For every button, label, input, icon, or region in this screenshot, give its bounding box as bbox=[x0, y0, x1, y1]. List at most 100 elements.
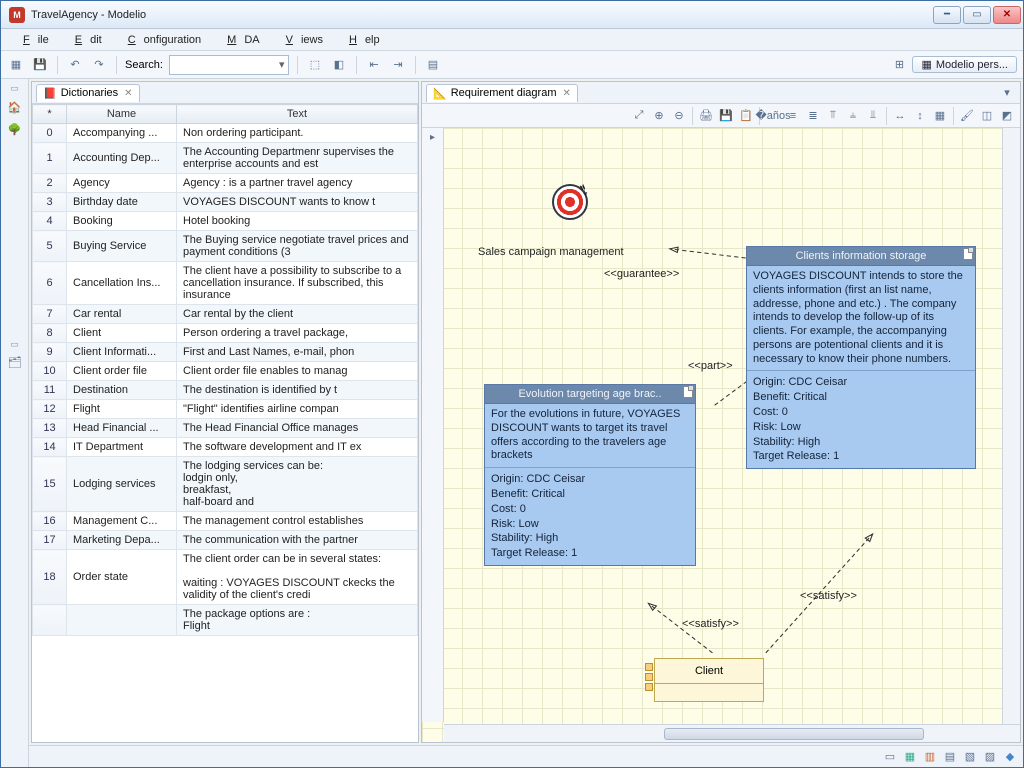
workbench-body: ▭ 🏠 🌳 ▭ 🗂 📕 Dictionaries ✕ bbox=[1, 79, 1023, 767]
edge-label-part: <<part>> bbox=[688, 360, 733, 372]
tool-icon-1[interactable]: ⬚ bbox=[306, 56, 324, 74]
table-row[interactable]: 12Flight"Flight" identifies airline comp… bbox=[33, 400, 418, 419]
dist-h-icon[interactable]: ↔ bbox=[891, 107, 909, 125]
new-icon[interactable]: ▦ bbox=[7, 56, 25, 74]
table-row[interactable]: 18Order stateThe client order can be in … bbox=[33, 550, 418, 605]
statusbar: ▭ ▦ ▥ ▤ ▧ ▨ ◆ bbox=[29, 745, 1023, 767]
table-row[interactable]: 11DestinationThe destination is identifi… bbox=[33, 381, 418, 400]
goal-icon[interactable] bbox=[552, 184, 588, 220]
table-row[interactable]: 6Cancellation Ins...The client have a po… bbox=[33, 262, 418, 305]
search-input[interactable]: ▾ bbox=[169, 55, 289, 75]
print-icon[interactable]: 🖨 bbox=[697, 107, 715, 125]
more2-icon[interactable]: ◩ bbox=[998, 107, 1016, 125]
sb-icon-4[interactable]: ▤ bbox=[943, 750, 957, 764]
minimize-button[interactable]: ━ bbox=[933, 6, 961, 24]
table-row[interactable]: 2AgencyAgency : is a partner travel agen… bbox=[33, 174, 418, 193]
table-row[interactable]: 8ClientPerson ordering a travel package, bbox=[33, 324, 418, 343]
table-row[interactable]: 14IT DepartmentThe software development … bbox=[33, 438, 418, 457]
sb-icon-3[interactable]: ▥ bbox=[923, 750, 937, 764]
dictionary-table: * Name Text 0Accompanying ...Non orderin… bbox=[32, 104, 418, 636]
grid-icon2[interactable]: ▦ bbox=[931, 107, 949, 125]
more1-icon[interactable]: ◫ bbox=[978, 107, 996, 125]
vscrollbar[interactable] bbox=[1002, 128, 1020, 724]
maximize-button[interactable]: ▭ bbox=[963, 6, 991, 24]
table-row[interactable]: 3Birthday dateVOYAGES DISCOUNT wants to … bbox=[33, 193, 418, 212]
brush-icon[interactable]: 🖌 bbox=[958, 107, 976, 125]
menu-views[interactable]: Views bbox=[270, 32, 331, 48]
align-m-icon[interactable]: ⫨ bbox=[844, 107, 862, 125]
align-r-icon[interactable]: ≣ bbox=[804, 107, 822, 125]
hscrollbar[interactable] bbox=[444, 724, 1020, 742]
tab-requirement-diagram[interactable]: 📐 Requirement diagram ✕ bbox=[426, 84, 578, 102]
save-icon[interactable]: 💾 bbox=[31, 56, 49, 74]
copy-image-icon[interactable]: 📋 bbox=[737, 107, 755, 125]
align-c-icon[interactable]: ≡ bbox=[784, 107, 802, 125]
sb-icon-2[interactable]: ▦ bbox=[903, 750, 917, 764]
align-t-icon[interactable]: ⫪ bbox=[824, 107, 842, 125]
table-row[interactable]: 16Management C...The management control … bbox=[33, 512, 418, 531]
tool-icon-2[interactable]: ◧ bbox=[330, 56, 348, 74]
undo-icon[interactable]: ↶ bbox=[66, 56, 84, 74]
close-tab2-icon[interactable]: ✕ bbox=[562, 88, 570, 99]
dist-v-icon[interactable]: ↕ bbox=[911, 107, 929, 125]
sb-icon-6[interactable]: ▨ bbox=[983, 750, 997, 764]
zoom-fit-icon[interactable]: ⤢ bbox=[630, 107, 648, 125]
sb-icon-1[interactable]: ▭ bbox=[883, 750, 897, 764]
perspective-icon[interactable]: ⊞ bbox=[890, 56, 908, 74]
redo-icon[interactable]: ↷ bbox=[90, 56, 108, 74]
table-row[interactable]: 9Client Informati...First and Last Names… bbox=[33, 343, 418, 362]
minimize-view-icon[interactable]: ▭ bbox=[10, 83, 19, 94]
requirement-clients-info-storage[interactable]: Clients information storageVOYAGES DISCO… bbox=[746, 246, 976, 469]
menu-mda[interactable]: MDA bbox=[211, 32, 267, 48]
table-row[interactable]: 13Head Financial ...The Head Financial O… bbox=[33, 419, 418, 438]
view-menu-icon[interactable]: ▾ bbox=[998, 84, 1016, 102]
table-row[interactable]: 4BookingHotel booking bbox=[33, 212, 418, 231]
table-row[interactable]: 15Lodging servicesThe lodging services c… bbox=[33, 457, 418, 512]
sb-icon-5[interactable]: ▧ bbox=[963, 750, 977, 764]
align-l-icon[interactable]: �años bbox=[764, 107, 782, 125]
align-b-icon[interactable]: ⫫ bbox=[864, 107, 882, 125]
sb-icon-7[interactable]: ◆ bbox=[1003, 750, 1017, 764]
table-row[interactable]: 10Client order fileClient order file ena… bbox=[33, 362, 418, 381]
col-index[interactable]: * bbox=[33, 105, 67, 124]
tool-icon-3[interactable]: ⇤ bbox=[365, 56, 383, 74]
close-button[interactable]: ✕ bbox=[993, 6, 1021, 24]
save-diagram-icon[interactable]: 💾 bbox=[717, 107, 735, 125]
diagram-canvas[interactable]: Sales campaign management Evolution targe… bbox=[422, 128, 1020, 742]
close-tab-icon[interactable]: ✕ bbox=[124, 88, 132, 99]
zoom-out-icon[interactable]: ⊖ bbox=[670, 107, 688, 125]
table-row[interactable]: 0Accompanying ...Non ordering participan… bbox=[33, 124, 418, 143]
tool-icon-4[interactable]: ⇥ bbox=[389, 56, 407, 74]
tool-icon-5[interactable]: ▤ bbox=[424, 56, 442, 74]
diagram-canvas-wrap: ▸ Sales campaign managementEvolution tar… bbox=[422, 128, 1020, 742]
gutter-icon-3[interactable]: 🗂 bbox=[6, 354, 24, 372]
zoom-in-icon[interactable]: ⊕ bbox=[650, 107, 668, 125]
menu-help[interactable]: Help bbox=[333, 32, 388, 48]
book-icon: 📕 bbox=[43, 87, 57, 100]
col-name[interactable]: Name bbox=[67, 105, 177, 124]
dictionaries-pane: 📕 Dictionaries ✕ * Name Text bbox=[31, 81, 419, 743]
menubar: File Edit Configuration MDA Views Help bbox=[1, 29, 1023, 51]
dictionary-table-wrap[interactable]: * Name Text 0Accompanying ...Non orderin… bbox=[32, 104, 418, 742]
grid-icon: ▦ bbox=[921, 58, 931, 71]
menu-file[interactable]: File bbox=[7, 32, 57, 48]
tab-dictionaries[interactable]: 📕 Dictionaries ✕ bbox=[36, 84, 140, 102]
table-row[interactable]: 5Buying ServiceThe Buying service negoti… bbox=[33, 231, 418, 262]
col-text[interactable]: Text bbox=[177, 105, 418, 124]
table-row[interactable]: The package options are : Flight bbox=[33, 605, 418, 636]
requirement-evolution-targeting[interactable]: Evolution targeting age brac..For the ev… bbox=[484, 384, 696, 566]
class-client[interactable]: Client bbox=[654, 658, 764, 702]
app-icon: M bbox=[9, 7, 25, 23]
left-gutter: ▭ 🏠 🌳 ▭ 🗂 bbox=[1, 79, 29, 767]
gutter-icon-1[interactable]: 🏠 bbox=[6, 98, 24, 116]
table-row[interactable]: 17Marketing Depa...The communication wit… bbox=[33, 531, 418, 550]
minimize-view2-icon[interactable]: ▭ bbox=[10, 339, 19, 350]
perspective-button[interactable]: ▦ Modelio pers... bbox=[912, 56, 1017, 73]
goal-label: Sales campaign management bbox=[478, 246, 624, 258]
table-row[interactable]: 7Car rentalCar rental by the client bbox=[33, 305, 418, 324]
menu-configuration[interactable]: Configuration bbox=[112, 32, 209, 48]
menu-edit[interactable]: Edit bbox=[59, 32, 110, 48]
gutter-icon-2[interactable]: 🌳 bbox=[6, 120, 24, 138]
table-row[interactable]: 1Accounting Dep...The Accounting Departm… bbox=[33, 143, 418, 174]
search-dropdown-icon[interactable]: ▾ bbox=[276, 58, 288, 71]
